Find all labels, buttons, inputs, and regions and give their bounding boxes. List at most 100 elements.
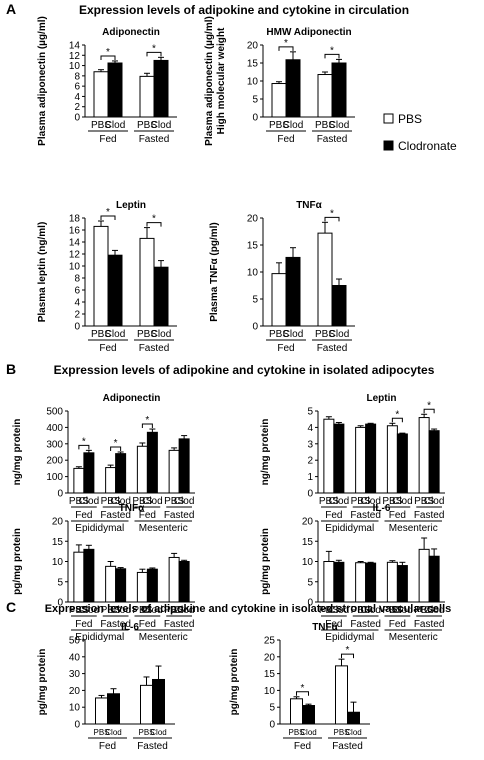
bar — [271, 273, 287, 327]
bar — [335, 665, 348, 725]
chart-title: TNFα — [119, 503, 145, 514]
x-tick-label: Clod — [283, 329, 304, 340]
y-tick-label: 14 — [69, 41, 81, 52]
y-tick-label: 500 — [46, 407, 63, 418]
x-tick-label: Clod — [151, 120, 172, 131]
significance-marker: * — [427, 400, 431, 411]
legend-label-pbs: PBS — [398, 112, 422, 126]
group-label: Fed — [99, 741, 116, 752]
significance-marker: * — [106, 207, 110, 218]
significance-marker: * — [152, 214, 156, 225]
x-tick-label: PBS — [137, 329, 157, 340]
y-tick-label: 0 — [74, 322, 80, 333]
bar — [365, 562, 377, 603]
group-label: Fed — [139, 619, 156, 630]
bar — [73, 467, 85, 494]
bar — [178, 561, 190, 603]
tissue-label: Mesenteric — [389, 632, 438, 643]
y-tick-label: 12 — [69, 250, 81, 261]
bar — [347, 711, 360, 725]
group-label: Fed — [75, 619, 92, 630]
y-tick-label: 0 — [74, 113, 80, 124]
bar — [365, 423, 377, 494]
y-tick-label: 3 — [307, 439, 313, 450]
group-label: Fed — [277, 343, 294, 354]
group-label: Fed — [325, 510, 342, 521]
x-tick-label: Clod — [329, 329, 350, 340]
significance-bracket — [391, 417, 403, 423]
y-tick-label: 400 — [46, 423, 63, 434]
x-tick-label: Clod — [174, 496, 195, 507]
bar — [152, 678, 165, 725]
x-tick-label: PBS — [351, 496, 371, 507]
bar — [83, 452, 95, 494]
significance-bracket — [100, 55, 116, 60]
chart-b1: Adiponectin ng/mg protein 0 100 200 300 400 500… — [12, 393, 195, 534]
y-tick-label: 0 — [74, 720, 80, 731]
y-tick-label: 15 — [247, 241, 259, 252]
y-tick-label: 10 — [69, 61, 81, 72]
group-label: Fasted — [100, 619, 131, 630]
significance-bracket — [324, 216, 340, 222]
y-tick-label: 2 — [74, 310, 80, 321]
section-c-letter: C — [6, 599, 16, 615]
x-tick-label: PBS — [315, 329, 335, 340]
bar — [317, 232, 333, 327]
y-tick-label: 40 — [69, 652, 81, 663]
bar — [386, 425, 398, 494]
significance-marker: * — [106, 47, 110, 58]
x-tick-label: PBS — [132, 605, 152, 616]
y-tick-label: 50 — [69, 636, 81, 647]
y-axis-label-secondary: High molecular weight — [216, 27, 227, 134]
x-tick-label: Clod — [79, 496, 100, 507]
x-tick-label: PBS — [333, 728, 349, 737]
x-tick-label: Clod — [142, 605, 163, 616]
bar — [355, 426, 367, 494]
x-tick-label: PBS — [93, 728, 109, 737]
y-tick-label: 15 — [247, 59, 259, 70]
y-tick-label: 100 — [46, 472, 63, 483]
section-c-title: Expression levels of adipokine and cytok… — [45, 603, 452, 615]
significance-bracket — [110, 446, 122, 451]
legend-swatch-pbs — [383, 113, 394, 124]
significance-bracket — [296, 691, 309, 696]
tissue-label: Mesenteric — [389, 523, 438, 534]
x-tick-label: PBS — [269, 120, 289, 131]
x-tick-label: Clod — [105, 329, 126, 340]
tissue-label: Mesenteric — [139, 523, 188, 534]
y-axis-label: ng/mg protein — [260, 419, 271, 486]
chart-title: IL-6 — [373, 503, 391, 514]
chart-a1: Adiponectin Plasma adiponectin (µg/ml) 024… — [37, 16, 177, 146]
x-tick-label: Clod — [283, 120, 304, 131]
bar — [95, 697, 108, 725]
y-tick-label: 10 — [264, 686, 276, 697]
bar — [285, 256, 301, 327]
bar — [115, 568, 127, 603]
bar — [136, 445, 148, 494]
x-tick-label: Clod — [174, 605, 195, 616]
y-tick-label: 300 — [46, 439, 63, 450]
group-label: Fasted — [317, 343, 348, 354]
significance-bracket — [278, 46, 294, 51]
legend: PBS Clodronate — [383, 112, 457, 153]
significance-marker: * — [152, 43, 156, 54]
significance-marker: * — [82, 436, 86, 447]
group-label: Fed — [75, 510, 92, 521]
significance-bracket — [146, 222, 162, 227]
x-tick-label: PBS — [319, 605, 339, 616]
x-tick-label: Clod — [329, 120, 350, 131]
y-tick-label: 5 — [252, 95, 258, 106]
chart-title: TNFα — [312, 622, 338, 633]
y-tick-label: 16 — [69, 226, 81, 237]
y-tick-label: 15 — [264, 669, 276, 680]
y-tick-label: 10 — [69, 703, 81, 714]
x-tick-label: Clod — [424, 605, 445, 616]
bar — [333, 561, 345, 603]
significance-bracket — [341, 653, 354, 659]
y-axis-label: Plasma leptin (ng/ml) — [37, 222, 48, 323]
group-label: Fed — [277, 134, 294, 145]
y-tick-label: 0 — [57, 489, 63, 500]
section-a-letter: A — [6, 1, 16, 17]
y-axis-label: pg/mg protein — [12, 528, 23, 595]
